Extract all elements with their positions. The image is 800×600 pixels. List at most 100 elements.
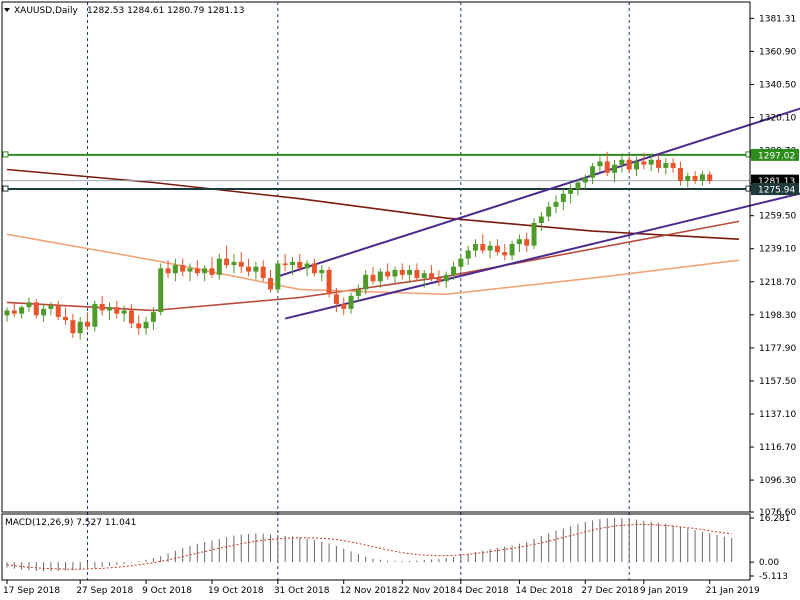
x-tick-label: 22 Nov 2018	[398, 586, 456, 596]
bull-candle	[92, 303, 98, 327]
collapse-arrow-icon[interactable]	[4, 8, 10, 12]
ohlc-readout: 1282.53 1284.61 1280.79 1281.13	[87, 6, 244, 16]
bull-candle	[363, 274, 369, 290]
bull-candle	[407, 269, 413, 275]
y-tick-label: 1340.50	[759, 80, 796, 90]
macd-y-tick-label: 16.281	[759, 514, 791, 524]
bear-candle	[114, 307, 120, 314]
x-tick-label: 9 Oct 2018	[142, 586, 192, 596]
horizontal-levels[interactable]	[2, 151, 752, 192]
bull-candle	[150, 312, 156, 322]
bear-candle	[670, 163, 676, 168]
y-tick-label: 1360.90	[759, 47, 796, 57]
bull-candle	[172, 265, 178, 274]
channel-trendline[interactable]	[277, 105, 800, 278]
bear-candle	[194, 268, 200, 274]
bull-candle	[516, 239, 522, 245]
bear-candle	[33, 302, 39, 316]
bear-candle	[136, 323, 142, 329]
bull-candle	[143, 321, 149, 329]
bull-candle	[319, 269, 325, 274]
bull-candle	[231, 261, 237, 266]
bull-candle	[531, 222, 537, 246]
x-tick-label: 21 Jan 2019	[706, 586, 760, 596]
bull-candle	[392, 269, 398, 277]
bull-candle	[648, 159, 654, 165]
bull-candle	[487, 245, 493, 251]
bear-candle	[436, 278, 442, 282]
bear-candle	[297, 261, 303, 269]
y-tick-label: 1157.50	[759, 377, 796, 387]
bear-candle	[11, 310, 17, 314]
bear-candle	[655, 159, 661, 168]
level-handle[interactable]	[2, 185, 9, 192]
bull-candle	[568, 188, 574, 194]
bear-candle	[707, 174, 713, 181]
moving-average-line	[6, 233, 740, 296]
bull-candle	[597, 161, 603, 167]
bear-candle	[524, 239, 530, 246]
bear-candle	[494, 245, 500, 253]
bull-candle	[582, 177, 588, 183]
y-tick-label: 1137.10	[759, 410, 796, 420]
bull-candle	[458, 258, 464, 267]
bull-candle	[275, 263, 281, 290]
moving-average-line	[6, 220, 740, 312]
price-label: 1297.02	[758, 151, 795, 161]
y-tick-label: 1239.10	[759, 245, 796, 255]
bear-candle	[370, 274, 376, 282]
channel-trendline[interactable]	[284, 191, 800, 320]
price-label: 1275.94	[758, 186, 795, 196]
macd-panel	[6, 517, 733, 572]
bear-candle	[224, 258, 230, 266]
candles	[4, 151, 713, 340]
bear-candle	[268, 278, 274, 290]
x-tick-label: 17 Sep 2018	[3, 586, 60, 596]
y-tick-label: 1096.30	[759, 476, 796, 486]
bear-candle	[502, 252, 508, 256]
bear-candle	[180, 265, 186, 272]
bull-candle	[685, 175, 691, 181]
bear-candle	[626, 159, 632, 170]
y-tick-label: 1320.10	[759, 114, 796, 124]
y-tick-label: 1381.31	[759, 14, 796, 24]
bull-candle	[48, 305, 54, 309]
bull-candle	[202, 268, 208, 274]
macd-panel-frame	[1, 513, 751, 581]
bull-candle	[77, 321, 83, 334]
bear-candle	[70, 320, 76, 334]
price-panel-frame	[1, 1, 751, 513]
x-tick-label: 4 Dec 2018	[457, 586, 509, 596]
bull-candle	[538, 216, 544, 223]
bear-candle	[333, 294, 339, 304]
macd-y-tick-label: 0.00	[759, 558, 779, 568]
bull-candle	[634, 161, 640, 170]
bull-candle	[546, 206, 552, 217]
macd-y-tick-label: -5.113	[759, 572, 788, 582]
bull-candle	[158, 268, 164, 313]
bear-candle	[677, 167, 683, 181]
bear-candle	[85, 321, 91, 327]
bull-candle	[289, 261, 295, 266]
price-label-box	[751, 148, 799, 161]
bull-candle	[619, 159, 625, 165]
bear-candle	[326, 269, 332, 295]
bull-candle	[253, 266, 259, 272]
bull-candle	[509, 244, 515, 256]
bear-candle	[63, 316, 69, 321]
bull-candle	[451, 266, 457, 275]
bull-candle	[377, 271, 383, 282]
bull-candle	[663, 163, 669, 168]
bear-candle	[604, 161, 610, 173]
bear-candle	[260, 266, 266, 279]
y-tick-label: 1218.70	[759, 278, 796, 288]
channel-lines[interactable]	[277, 105, 800, 320]
level-handle[interactable]	[2, 151, 9, 158]
chart-title: XAUUSD,Daily	[14, 6, 78, 16]
bear-candle	[246, 266, 252, 272]
bear-candle	[99, 303, 105, 311]
y-tick-label: 1259.50	[759, 212, 796, 222]
